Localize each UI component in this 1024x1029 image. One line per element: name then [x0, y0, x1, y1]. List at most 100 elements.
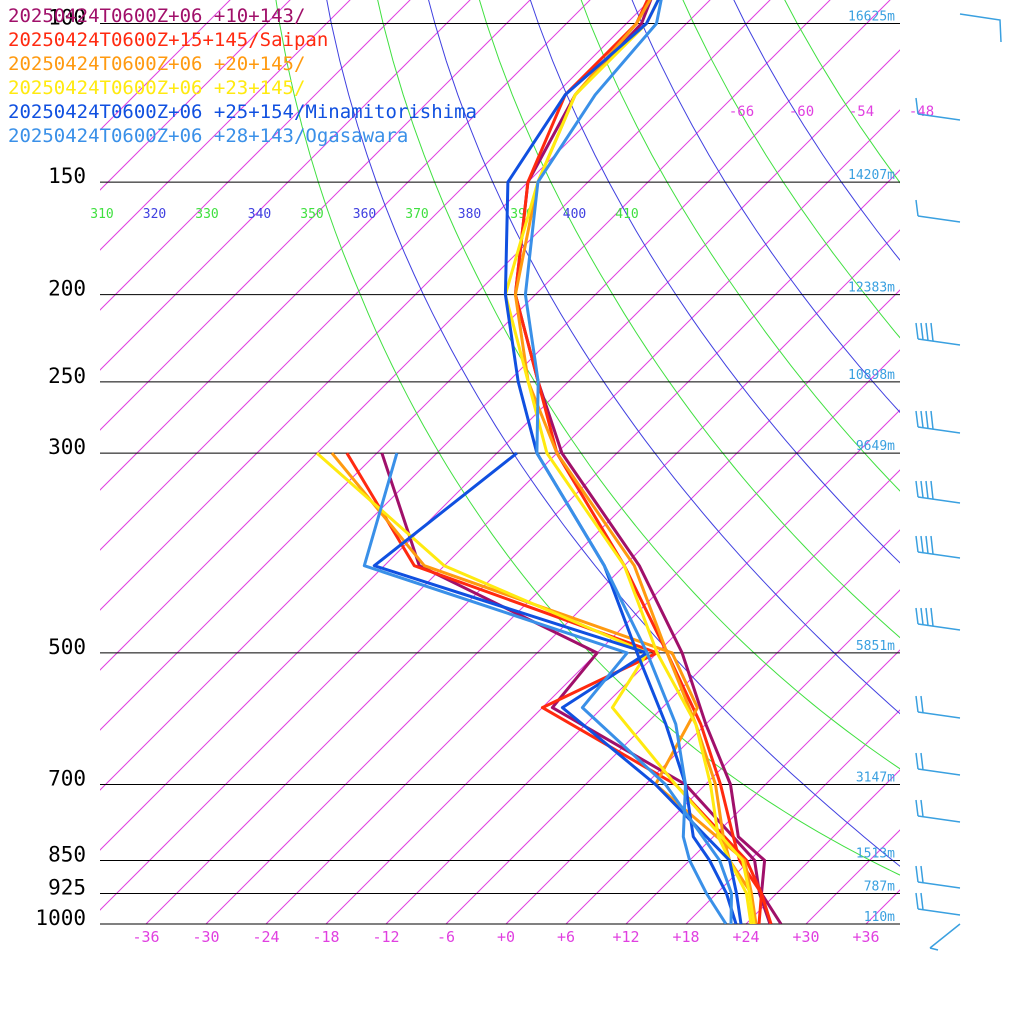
temperature-tick-label: +18 — [672, 928, 699, 946]
theta-label: 410 — [615, 207, 638, 222]
wind-barb-icon — [915, 480, 961, 504]
moist-adiabat-line — [682, 0, 900, 339]
wind-barb-icon — [915, 865, 961, 889]
legend-entry: 20250424T0600Z+06 +25+154/Minamitorishim… — [8, 101, 477, 123]
dewpoint-line — [330, 452, 753, 924]
dry-adiabat-line — [733, 0, 900, 261]
isotherm-label: -66 — [729, 104, 754, 120]
legend-entry: 20250424T0600Z+06 +23+145/ — [8, 77, 305, 99]
dry-adiabat-line — [428, 0, 900, 715]
pressure-label: 925 — [48, 876, 86, 900]
wind-barbs — [915, 13, 1002, 951]
temperature-line — [523, 0, 728, 924]
wind-barb-icon — [915, 410, 961, 434]
isotherm-line — [100, 109, 900, 911]
temperature-tick-label: +12 — [612, 928, 639, 946]
isotherm-line — [100, 0, 831, 731]
isotherm-line — [265, 289, 900, 924]
temperature-line — [503, 0, 753, 924]
wind-barb-icon — [915, 892, 961, 916]
theta-label: 380 — [458, 207, 481, 222]
moist-adiabat-line — [580, 0, 900, 492]
wind-barb-icon — [915, 695, 961, 719]
isobar-lines — [100, 23, 900, 925]
height-label: 1513m — [856, 846, 895, 861]
theta-label: 370 — [405, 207, 428, 222]
height-label: 5851m — [856, 639, 895, 654]
isotherm-line — [865, 889, 900, 924]
legend: 20250424T0600Z+06 +10+143/20250424T0600Z… — [8, 5, 477, 147]
pressure-label: 250 — [48, 364, 86, 388]
temperature-tick-label: +30 — [792, 928, 819, 946]
isotherm-line — [100, 0, 351, 251]
pressure-label: 500 — [48, 635, 86, 659]
theta-label: 330 — [195, 207, 218, 222]
pressure-label: 1000 — [35, 906, 86, 930]
moist-adiabat-line — [478, 0, 900, 639]
isotherm-line — [100, 0, 591, 491]
moist-adiabat-line — [784, 0, 900, 184]
isotherm-line — [100, 0, 291, 191]
temperature-tick-label: +0 — [497, 928, 515, 946]
wind-barb-icon — [915, 799, 961, 823]
dry-adiabat-line — [529, 0, 900, 564]
isotherm-line — [100, 0, 771, 671]
isotherm-line — [565, 589, 900, 924]
wind-barb-icon — [915, 97, 961, 121]
isotherm-line — [145, 169, 900, 924]
isotherm-line — [100, 0, 531, 431]
temperature-line — [503, 0, 738, 924]
isotherm-label: -48 — [909, 104, 934, 120]
isotherm-label: -60 — [789, 104, 814, 120]
isotherm-line — [205, 229, 900, 924]
dewpoint-line — [362, 452, 733, 924]
theta-label: 400 — [563, 207, 586, 222]
temperature-tick-label: -30 — [192, 928, 219, 946]
temperature-tick-label: -36 — [132, 928, 159, 946]
legend-entry: 20250424T0600Z+06 +10+143/ — [8, 5, 305, 27]
wind-barb-icon — [915, 535, 961, 559]
isotherm-line — [907, 0, 1024, 943]
dry-adiabat-line — [326, 0, 900, 867]
wind-barb-icon — [915, 752, 961, 776]
isotherm-line — [385, 409, 900, 924]
dewpoint-line — [315, 451, 756, 924]
moist-adiabat-line — [377, 0, 900, 770]
height-label: 9649m — [856, 439, 895, 454]
pressure-label: 850 — [48, 842, 86, 866]
temperature-tick-label: +36 — [852, 928, 879, 946]
pressure-label: 200 — [48, 277, 86, 301]
theta-label: 320 — [143, 207, 166, 222]
isotherm-line — [745, 769, 900, 924]
legend-entry: 20250424T0600Z+15+145/Saipan — [8, 29, 328, 51]
isotherm-line — [625, 649, 900, 924]
isotherm-line — [100, 0, 711, 611]
sounding-series — [315, 0, 783, 924]
theta-label: 350 — [300, 207, 323, 222]
wind-barb-icon — [929, 923, 961, 951]
height-label: 14207m — [848, 168, 895, 183]
height-label: 16625m — [848, 10, 895, 25]
isotherm-line — [100, 0, 471, 371]
wind-barb-icon — [915, 199, 961, 223]
wind-barb-icon — [959, 13, 1002, 43]
isotherm-label: -54 — [849, 104, 874, 120]
temperature-tick-label: -6 — [437, 928, 455, 946]
legend-entry: 20250424T0600Z+06 +28+143/Ogasawara — [8, 125, 408, 147]
isotherm-line — [685, 709, 900, 924]
temperature-tick-label: -12 — [372, 928, 399, 946]
wind-barb-icon — [915, 322, 961, 346]
temperature-line — [513, 0, 783, 924]
dry-adiabat-line — [631, 0, 900, 414]
height-label: 110m — [864, 910, 895, 925]
wind-barb-icon — [915, 607, 961, 631]
height-label: 3147m — [856, 771, 895, 786]
temperature-tick-label: +6 — [557, 928, 575, 946]
dewpoint-line — [372, 451, 743, 924]
moist-adiabat-line — [275, 0, 900, 876]
theta-label: 360 — [353, 207, 376, 222]
theta-label: 340 — [248, 207, 271, 222]
pressure-label: 100 — [48, 6, 86, 30]
